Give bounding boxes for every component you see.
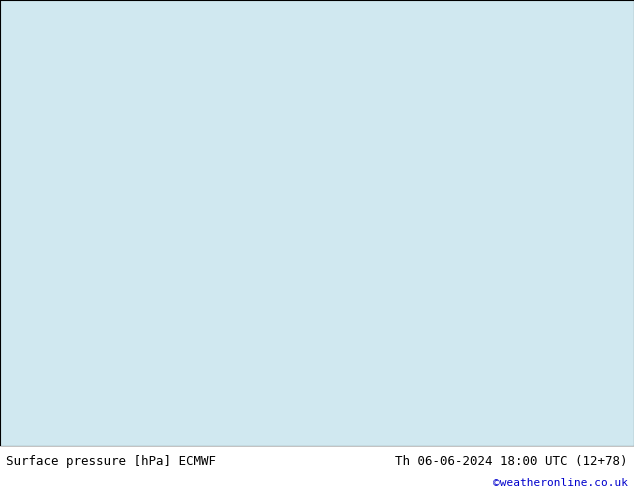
Text: ©weatheronline.co.uk: ©weatheronline.co.uk xyxy=(493,478,628,489)
Text: Surface pressure [hPa] ECMWF: Surface pressure [hPa] ECMWF xyxy=(6,455,216,468)
Text: Th 06-06-2024 18:00 UTC (12+78): Th 06-06-2024 18:00 UTC (12+78) xyxy=(395,455,628,468)
